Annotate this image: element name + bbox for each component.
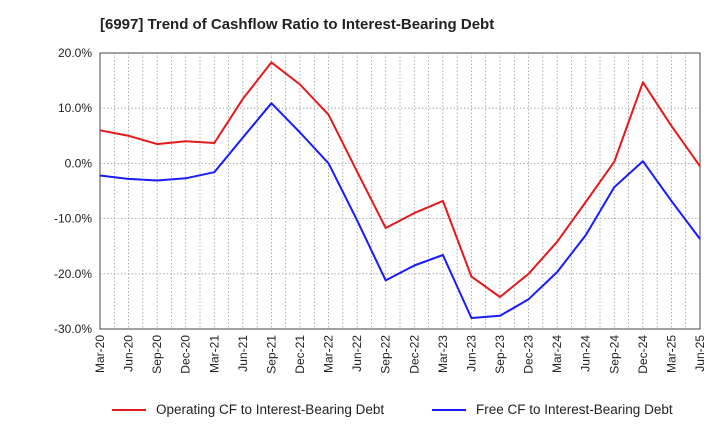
- x-tick-label: Dec-24: [636, 335, 650, 374]
- x-tick-label: Mar-21: [207, 335, 221, 373]
- x-tick-label: Dec-22: [407, 335, 421, 374]
- series-line-0: [99, 61, 701, 298]
- x-tick-label: Dec-23: [522, 335, 536, 374]
- x-tick-label: Sep-24: [607, 335, 621, 374]
- x-tick-label: Jun-24: [579, 335, 593, 372]
- series-layer: [99, 61, 701, 319]
- x-tick-label: Sep-20: [150, 335, 164, 374]
- x-tick-label: Mar-24: [550, 335, 564, 373]
- grid-lines: [100, 53, 700, 329]
- y-tick-label: -30.0%: [54, 322, 92, 336]
- x-tick-label: Dec-20: [179, 335, 193, 374]
- series-line-1: [99, 102, 701, 319]
- y-tick-label: -10.0%: [54, 212, 92, 226]
- y-tick-label: -20.0%: [54, 267, 92, 281]
- x-tick-label: Jun-25: [693, 335, 707, 372]
- legend-swatch-operating-cf: [112, 408, 146, 411]
- legend-swatch-free-cf: [432, 408, 466, 411]
- x-axis-ticks: Mar-20 Jun-20 Sep-20 Dec-20 Mar-21 Jun-21 Sep-…: [93, 335, 707, 374]
- legend-label-operating-cf: Operating CF to Interest-Bearing Debt: [156, 402, 385, 417]
- y-tick-label: 10.0%: [58, 101, 92, 115]
- legend: Operating CF to Interest-Bearing Debt Fr…: [0, 402, 720, 426]
- legend-label-free-cf: Free CF to Interest-Bearing Debt: [476, 402, 673, 417]
- x-tick-label: Mar-22: [322, 335, 336, 373]
- x-tick-label: Jun-20: [122, 335, 136, 372]
- x-tick-label: Mar-25: [664, 335, 678, 373]
- y-axis-ticks: 20.0% 10.0% 0.0% -10.0% -20.0% -30.0%: [54, 46, 92, 336]
- x-tick-label: Mar-20: [93, 335, 107, 373]
- chart-title: [6997] Trend of Cashflow Ratio to Intere…: [100, 16, 495, 33]
- x-tick-label: Dec-21: [293, 335, 307, 374]
- x-tick-label: Sep-21: [264, 335, 278, 374]
- y-tick-label: 20.0%: [58, 46, 92, 60]
- x-tick-label: Jun-23: [464, 335, 478, 372]
- x-tick-label: Sep-22: [379, 335, 393, 374]
- x-tick-label: Jun-21: [236, 335, 250, 372]
- x-tick-label: Mar-23: [436, 335, 450, 373]
- y-tick-label: 0.0%: [65, 156, 93, 170]
- legend-item-operating-cf: Operating CF to Interest-Bearing Debt: [112, 402, 384, 417]
- x-tick-label: Sep-23: [493, 335, 507, 374]
- x-tick-label: Jun-22: [350, 335, 364, 372]
- legend-item-free-cf: Free CF to Interest-Bearing Debt: [432, 402, 673, 417]
